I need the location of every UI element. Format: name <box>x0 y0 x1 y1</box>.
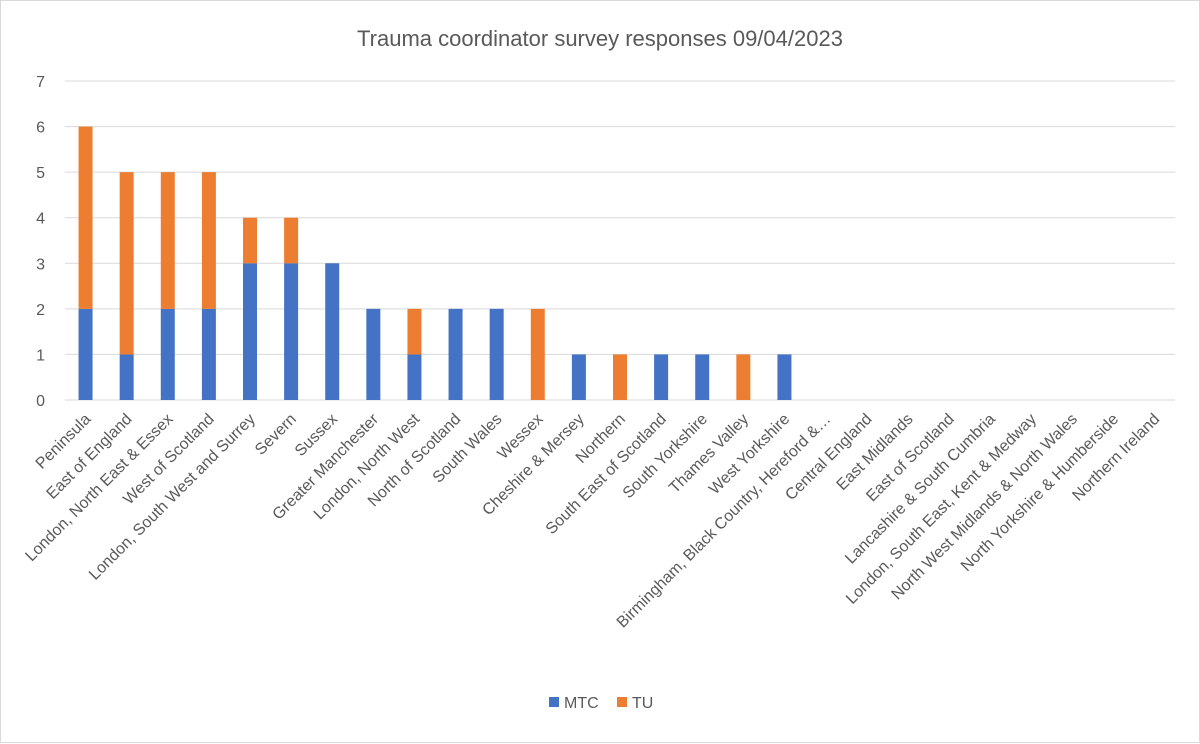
y-tick-label: 7 <box>36 74 45 91</box>
bar-segment-mtc <box>695 354 710 400</box>
bar-segment-mtc <box>201 308 216 400</box>
legend: MTC TU <box>549 695 653 712</box>
bar-segment-tu <box>201 172 216 309</box>
x-tick-label: Lancashire & South Cumbria <box>842 411 999 568</box>
bar-segment-mtc <box>284 263 299 400</box>
y-tick-label: 4 <box>36 211 45 228</box>
bar-segment-mtc <box>325 263 340 400</box>
bar-segment-mtc <box>366 308 381 400</box>
bar-segment-tu <box>407 308 422 355</box>
bar-segment-tu <box>530 308 545 400</box>
legend-label-tu: TU <box>632 695 653 712</box>
bar-segment-tu <box>160 172 175 309</box>
bar-segment-mtc <box>489 308 504 400</box>
bar-segment-tu <box>78 126 93 309</box>
y-tick-label: 2 <box>36 302 45 319</box>
bar-segment-tu <box>243 217 257 264</box>
y-tick-label: 1 <box>36 347 45 364</box>
bar-segment-mtc <box>119 354 134 400</box>
bar-segment-mtc <box>160 308 175 400</box>
bar-segment-tu <box>284 217 299 264</box>
bar-segment-mtc <box>777 354 792 400</box>
y-tick-label: 5 <box>36 165 45 182</box>
y-tick-label: 0 <box>36 393 45 410</box>
bar-segment-tu <box>119 172 134 355</box>
bar-segment-mtc <box>654 354 669 400</box>
y-tick-label: 6 <box>36 120 45 137</box>
y-tick-label: 3 <box>36 256 45 273</box>
bar-segment-mtc <box>243 263 257 400</box>
bar-segment-mtc <box>448 308 463 400</box>
y-axis-ticks: 0 1 2 3 4 5 6 7 <box>36 74 45 410</box>
bar-segment-mtc <box>571 354 586 400</box>
legend-label-mtc: MTC <box>564 695 599 712</box>
x-tick-label: Severn <box>252 411 300 459</box>
bar-segment-tu <box>736 354 751 400</box>
chart-title: Trauma coordinator survey responses 09/0… <box>357 26 843 51</box>
bar-segment-mtc <box>407 354 422 400</box>
legend-swatch-tu <box>617 697 627 707</box>
gridlines <box>65 80 1175 401</box>
legend-swatch-mtc <box>549 697 559 707</box>
bar-segment-tu <box>613 354 627 400</box>
bar-segment-mtc <box>78 308 93 400</box>
bars <box>78 126 792 400</box>
